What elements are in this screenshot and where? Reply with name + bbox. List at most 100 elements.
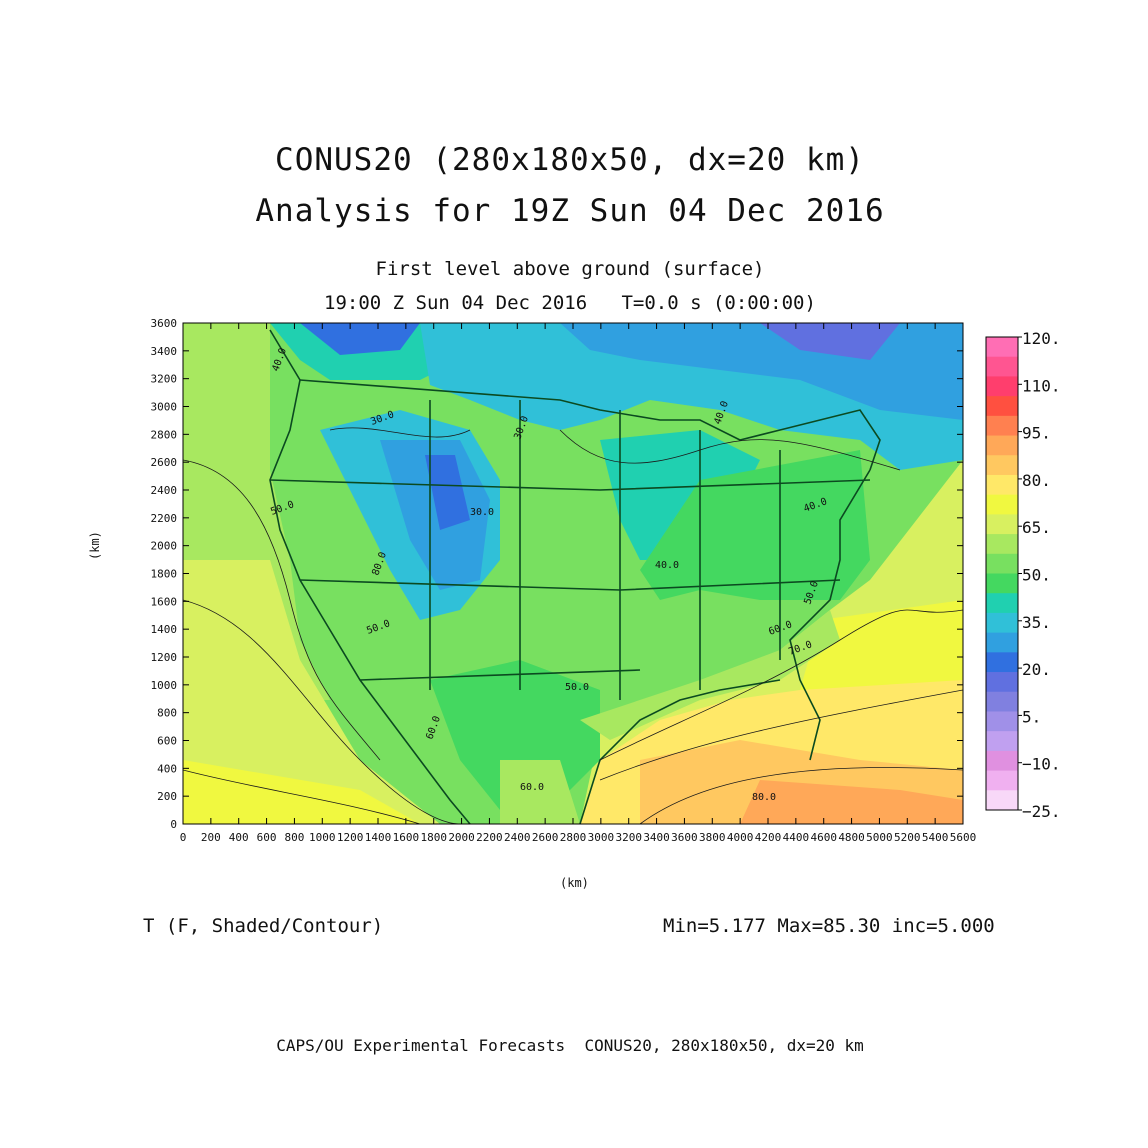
time-label: 19:00 Z Sun 04 Dec 2016 T=0.0 s (0:00:00… xyxy=(324,292,816,314)
colorbar-swatch xyxy=(986,494,1018,515)
y-tick-label: 3600 xyxy=(151,317,178,330)
y-tick-label: 3400 xyxy=(151,345,178,358)
colorbar-label: 35. xyxy=(1022,613,1051,632)
colorbar-label: 95. xyxy=(1022,424,1051,443)
colorbar-swatch xyxy=(986,612,1018,634)
variable-label: T (F, Shaded/Contour) xyxy=(143,915,384,937)
x-tick-label: 0 xyxy=(180,831,187,844)
x-tick-label: 4800 xyxy=(838,831,865,844)
y-tick-label: 0 xyxy=(170,818,177,831)
colorbar-swatch xyxy=(986,731,1018,752)
colorbar-swatch xyxy=(986,672,1018,693)
x-tick-label: 2400 xyxy=(504,831,531,844)
y-axis: 0 200 400 600 800 1000 1200 1400 1600 1800 2000 220… xyxy=(151,317,963,831)
y-tick-label: 800 xyxy=(157,707,177,720)
x-tick-label: 400 xyxy=(229,831,249,844)
colorbar-swatch xyxy=(986,356,1018,377)
x-tick-label: 3200 xyxy=(615,831,642,844)
colorbar-swatch xyxy=(986,415,1018,437)
x-tick-label: 200 xyxy=(201,831,221,844)
x-tick-label: 5000 xyxy=(866,831,893,844)
x-tick-label: 2800 xyxy=(560,831,587,844)
colorbar-swatch xyxy=(986,770,1018,791)
contour-label: 40.0 xyxy=(655,560,679,571)
colorbar-label: −10. xyxy=(1022,755,1061,774)
colorbar-swatch xyxy=(986,435,1018,456)
y-tick-label: 3200 xyxy=(151,373,178,386)
colorbar-swatch xyxy=(986,376,1018,397)
y-tick-label: 2200 xyxy=(151,512,178,525)
colorbar-swatch xyxy=(986,455,1018,476)
x-tick-label: 2000 xyxy=(448,831,475,844)
contour-lines xyxy=(183,427,963,824)
colorbar-label: 65. xyxy=(1022,518,1051,537)
x-axis-label: (km) xyxy=(560,876,589,890)
y-tick-label: 3000 xyxy=(151,401,178,414)
colorbar-swatch xyxy=(986,553,1018,574)
colorbar-label: 80. xyxy=(1022,471,1051,490)
colorbar-swatch xyxy=(986,593,1018,614)
y-tick-label: 2000 xyxy=(151,540,178,553)
x-tick-label: 3000 xyxy=(588,831,615,844)
y-tick-label: 600 xyxy=(157,735,177,748)
x-tick-label: 1400 xyxy=(365,831,392,844)
chart-title: CONUS20 (280x180x50, dx=20 km) xyxy=(275,142,865,178)
x-tick-label: 800 xyxy=(284,831,304,844)
colorbar-swatch xyxy=(986,534,1018,555)
x-tick-label: 3800 xyxy=(699,831,726,844)
y-axis-label: (km) xyxy=(88,531,102,560)
colorbar-label: 50. xyxy=(1022,566,1051,585)
y-tick-label: 1800 xyxy=(151,568,178,581)
colorbar-legend: 120. 110. 95. 80. 65. 50. 35. 20. 5. −10. −25. xyxy=(985,329,1061,821)
geographic-borders xyxy=(269,329,881,824)
x-tick-label: 2600 xyxy=(532,831,559,844)
y-tick-label: 400 xyxy=(157,762,177,775)
y-tick-label: 1600 xyxy=(151,595,178,608)
y-tick-label: 1400 xyxy=(151,623,178,636)
colorbar-label: 20. xyxy=(1022,660,1051,679)
x-tick-label: 4400 xyxy=(783,831,810,844)
y-tick-label: 2400 xyxy=(151,484,178,497)
contour-label: 60.0 xyxy=(520,782,544,793)
y-tick-label: 1000 xyxy=(151,679,178,692)
footer-credit: CAPS/OU Experimental Forecasts CONUS20, … xyxy=(276,1036,864,1055)
x-tick-label: 1600 xyxy=(393,831,420,844)
x-tick-label: 5600 xyxy=(950,831,977,844)
contour-label: 30.0 xyxy=(470,507,494,518)
colorbar-swatch xyxy=(986,573,1018,594)
colorbar-swatch xyxy=(986,632,1018,653)
x-tick-label: 4200 xyxy=(755,831,782,844)
colorbar-label: −25. xyxy=(1022,802,1061,821)
x-tick-label: 2200 xyxy=(476,831,503,844)
colorbar-swatch xyxy=(986,396,1018,417)
shaded-field xyxy=(183,323,963,824)
colorbar-swatch xyxy=(986,337,1018,358)
y-tick-label: 1200 xyxy=(151,651,178,664)
level-label: First level above ground (surface) xyxy=(375,258,765,280)
contour-label: 80.0 xyxy=(752,792,776,803)
x-tick-label: 4000 xyxy=(727,831,754,844)
x-tick-label: 3600 xyxy=(671,831,698,844)
field-stats: Min=5.177 Max=85.30 inc=5.000 xyxy=(663,915,995,937)
x-axis: 0 200 400 600 800 1000 1200 1400 1600 1800 2000 220… xyxy=(180,323,977,844)
x-tick-label: 1200 xyxy=(337,831,364,844)
x-tick-label: 600 xyxy=(257,831,277,844)
x-tick-label: 5200 xyxy=(894,831,921,844)
colorbar-swatch xyxy=(986,750,1018,772)
colorbar-swatch xyxy=(986,514,1018,535)
colorbar-label: 120. xyxy=(1022,329,1061,348)
colorbar-label: 110. xyxy=(1022,376,1061,395)
y-tick-label: 2800 xyxy=(151,428,178,441)
colorbar-swatch xyxy=(986,474,1018,496)
contour-label: 50.0 xyxy=(565,682,589,693)
x-tick-label: 5400 xyxy=(922,831,949,844)
y-tick-label: 2600 xyxy=(151,456,178,469)
colorbar-swatch xyxy=(986,790,1018,811)
x-tick-label: 1800 xyxy=(420,831,447,844)
x-tick-label: 1000 xyxy=(309,831,336,844)
colorbar-swatch xyxy=(986,691,1018,712)
colorbar-swatch xyxy=(986,711,1018,732)
x-tick-label: 4600 xyxy=(810,831,837,844)
colorbar-label: 5. xyxy=(1022,707,1041,726)
